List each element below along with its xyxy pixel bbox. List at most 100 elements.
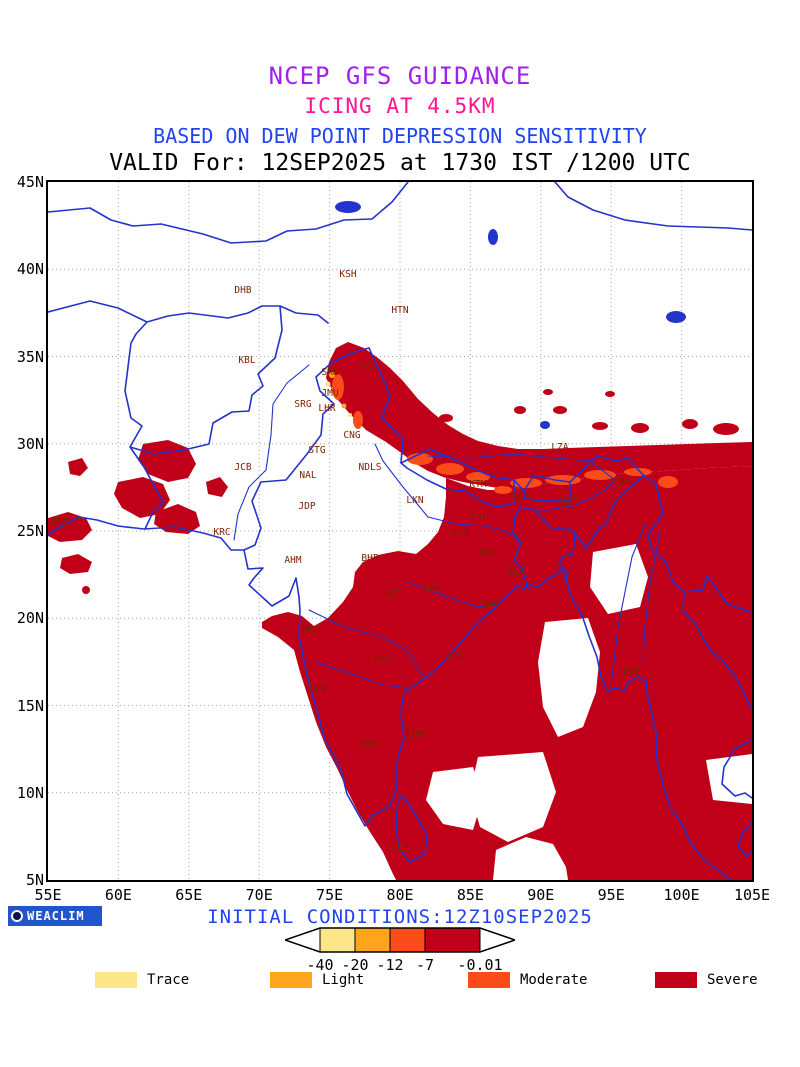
- station-label-ktm: KTM: [469, 479, 486, 490]
- lon-tick-label: 90E: [527, 886, 555, 904]
- scale-value-label: -40: [306, 956, 334, 974]
- station-label-bhp: BHP: [361, 553, 378, 564]
- lat-tick-label: 30N: [16, 434, 44, 453]
- station-label-stg: STG: [308, 445, 325, 456]
- station-label-ptn: PTN: [471, 512, 488, 523]
- valid-time-line: VALID For: 12SEP2025 at 1730 IST /1200 U…: [109, 150, 691, 176]
- scale-light-segment: [355, 928, 390, 952]
- severe-balochistan-cluster: [68, 440, 228, 534]
- station-label-htn: HTN: [391, 305, 408, 316]
- severe-himalayan-band: [326, 342, 752, 490]
- station-label-jmu: JMU: [321, 388, 338, 399]
- legend-swatch-moderate: [468, 972, 510, 988]
- lat-tick-label: 25N: [16, 522, 44, 540]
- lat-tick-label: 45N: [16, 173, 44, 191]
- initial-conditions-line: INITIAL CONDITIONS:12Z10SEP2025: [207, 906, 593, 928]
- page-title: NCEP GFS GUIDANCE: [268, 62, 532, 90]
- lon-tick-label: 100E: [663, 886, 700, 904]
- station-label-krc: KRC: [213, 527, 230, 538]
- station-label-mum: MUM: [303, 625, 320, 636]
- icing-map: DHB KSH HTN KBL LEH SRN JMU SRG LHR CNG STG JCB NAL N…: [48, 182, 752, 880]
- legend-label-light: Light: [322, 972, 365, 988]
- lon-tick-label: 65E: [175, 886, 203, 904]
- station-label-hyd: HYD: [374, 654, 391, 665]
- lon-tick-label: 80E: [386, 886, 414, 904]
- station-labels: DHB KSH HTN KBL LEH SRN JMU SRG LHR CNG STG JCB NAL N…: [51, 269, 640, 854]
- station-label-bng: BNG: [361, 738, 378, 749]
- station-label-dhb: DHB: [234, 285, 251, 296]
- lon-tick-label: 105E: [733, 886, 771, 904]
- scale-moderate-segment: [390, 928, 425, 952]
- station-label-klk: KLK: [507, 567, 524, 578]
- weaclim-ring-icon: [11, 910, 23, 922]
- icing-free-gaps: [426, 544, 752, 880]
- station-label-ndls: NDLS: [359, 462, 382, 473]
- station-label-leh: LEH: [357, 362, 374, 373]
- station-label-clm: CLM: [391, 843, 408, 854]
- station-label-cng: CNG: [343, 430, 360, 441]
- station-label-rnc: RNC: [478, 548, 495, 559]
- station-label-ksh: KSH: [339, 269, 356, 280]
- station-label-ngp: NGP: [384, 589, 401, 600]
- lat-tick-label: 15N: [16, 696, 44, 715]
- lat-tick-label: 20N: [16, 609, 44, 628]
- scale-trace-segment: [320, 928, 355, 952]
- color-scale-bar: [285, 927, 515, 953]
- station-label-chn: CHN: [406, 729, 423, 740]
- station-label-srg: SRG: [294, 399, 311, 410]
- station-label-lhr: LHR: [318, 403, 335, 414]
- station-label-rtm: RTM: [451, 528, 468, 539]
- page-subtitle-level: ICING AT 4.5KM: [304, 94, 496, 118]
- legend-swatch-severe: [655, 972, 697, 988]
- lon-tick-label: 95E: [597, 886, 625, 904]
- page-subtitle-method: BASED ON DEW POINT DEPRESSION SENSITIVIT…: [153, 124, 647, 148]
- legend-label-moderate: Moderate: [520, 972, 588, 988]
- station-label-nal: NAL: [299, 470, 316, 481]
- lat-tick-label: 10N: [16, 783, 44, 802]
- station-label-lkn: LKN: [406, 495, 423, 506]
- lakes: [335, 201, 686, 429]
- station-label-bwn: BWN: [483, 599, 500, 610]
- lon-tick-label: 75E: [316, 886, 344, 904]
- station-label-rpr: RPR: [423, 584, 440, 595]
- station-label-ght: GHT: [561, 497, 578, 508]
- legend-swatch-trace: [95, 972, 137, 988]
- station-label-jdp: JDP: [298, 501, 315, 512]
- station-label-vzg: VZG: [446, 650, 463, 661]
- scale-value-label: -12: [376, 956, 404, 974]
- legend-label-trace: Trace: [147, 972, 190, 988]
- lat-tick-label: 5N: [25, 871, 44, 889]
- coastline: [48, 516, 752, 880]
- scale-value-label: -0.01: [457, 956, 503, 974]
- scale-value-label: -20: [341, 956, 369, 974]
- light-trace-specks: [325, 372, 352, 417]
- weaclim-logo: WEACLIM: [8, 906, 102, 926]
- legend-label-severe: Severe: [707, 972, 758, 988]
- station-label-ahm: AHM: [284, 555, 301, 566]
- scale-severe-segment: [425, 928, 480, 952]
- rivers: [233, 364, 661, 689]
- lon-tick-label: 55E: [34, 886, 62, 904]
- lon-tick-label: 70E: [245, 886, 273, 904]
- station-label-rne: RNE: [623, 667, 640, 678]
- lat-tick-label: 35N: [16, 347, 44, 366]
- station-label-dub: DUB: [51, 517, 68, 528]
- station-label-bgd: BGD: [513, 492, 530, 503]
- station-label-cba: CBA: [613, 477, 630, 488]
- weaclim-logo-text: WEACLIM: [27, 909, 85, 923]
- lon-tick-label: 85E: [456, 886, 484, 904]
- legend-swatch-light: [270, 972, 312, 988]
- station-label-kbl: KBL: [238, 355, 255, 366]
- station-label-srn: SRN: [321, 367, 338, 378]
- map-plot-area: DHB KSH HTN KBL LEH SRN JMU SRG LHR CNG STG JCB NAL N…: [46, 180, 754, 882]
- lat-tick-label: 40N: [16, 260, 44, 279]
- country-borders: [48, 182, 752, 710]
- severe-spot: [82, 586, 90, 594]
- station-label-jcb: JCB: [234, 462, 251, 473]
- severe-tibet-spots: [439, 389, 739, 435]
- lon-tick-label: 60E: [104, 886, 132, 904]
- station-label-pun: PUN: [309, 684, 326, 695]
- station-label-lza: LZA: [551, 442, 568, 453]
- scale-value-label: -7: [415, 956, 435, 974]
